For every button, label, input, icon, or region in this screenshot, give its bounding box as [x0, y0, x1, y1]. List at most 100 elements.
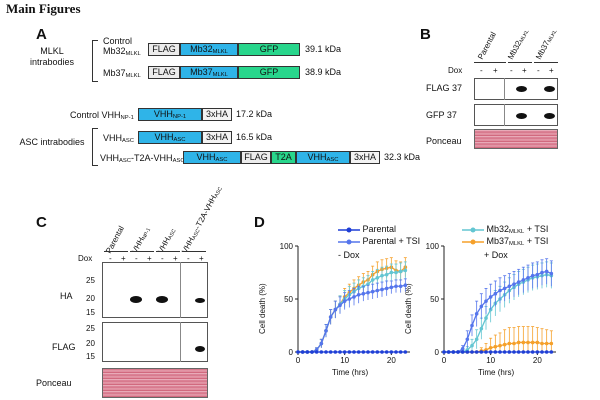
data-point-parental: [384, 350, 389, 354]
data-point-parental: [296, 350, 300, 354]
legend-item-parental-tsi: Parental + TSI: [338, 236, 420, 246]
data-point-mb32-mlkl-tsi: [403, 268, 408, 273]
data-point-parental-tsi: [460, 347, 465, 351]
data-point-parental-tsi: [516, 280, 521, 284]
data-point-parental: [502, 350, 507, 354]
data-point-mb37-mlkl-tsi: [512, 341, 516, 346]
data-point-parental: [300, 350, 305, 354]
y-tick-label: 100: [426, 242, 440, 251]
c-flag-marker: 20: [86, 339, 95, 348]
c-ha-band: [195, 298, 205, 303]
mlkl-bracket: [92, 40, 98, 82]
b-dox-sign: +: [493, 66, 498, 75]
data-point-parental: [470, 350, 474, 354]
legend-item-parental: Parental: [338, 224, 396, 234]
data-point-parental-tsi: [366, 290, 370, 295]
row2-flag-tag: FLAG: [148, 66, 180, 79]
legend-marker: [338, 239, 360, 245]
b-dox-sign: -: [480, 66, 483, 75]
row4-name: VHHASC: [103, 133, 135, 144]
b-lane-parental: Parental: [476, 30, 498, 61]
data-point-parental-tsi: [488, 295, 493, 299]
legend-marker: [338, 227, 360, 233]
data-point-mb37-mlkl-tsi: [535, 340, 540, 345]
data-point-mb37-mlkl-tsi: [493, 344, 498, 349]
panel-d-label: D: [254, 214, 265, 231]
c-dox-sign: -: [109, 254, 112, 263]
data-point-parental-tsi: [347, 297, 352, 301]
data-point-parental-tsi: [324, 329, 328, 333]
data-point-mb32-mlkl-tsi: [370, 278, 375, 282]
chart2-title: + Dox: [484, 250, 508, 260]
data-point-parental-tsi: [403, 283, 408, 288]
data-point-parental: [484, 350, 488, 354]
data-point-parental: [451, 350, 456, 354]
b-dox-sign: +: [522, 66, 527, 75]
data-point-parental-tsi: [479, 304, 484, 309]
data-point-parental: [516, 350, 521, 354]
data-point-parental: [540, 350, 544, 354]
panel-c-label: C: [36, 214, 47, 231]
data-point-mb32-mlkl-tsi: [470, 343, 474, 348]
c-flag-band: [195, 346, 205, 352]
asc-bracket: [92, 128, 98, 166]
x-tick-label: 20: [387, 356, 396, 365]
data-point-parental: [398, 350, 403, 354]
c-ha-label: HA: [60, 291, 73, 301]
c-ha-marker: 15: [86, 308, 95, 317]
b-ponceau-stain: [474, 129, 558, 149]
data-point-parental: [366, 350, 370, 354]
b-blot-divider: [504, 104, 505, 126]
c-blot-divider: [180, 322, 181, 362]
data-point-parental: [549, 350, 554, 354]
series-line-mb37-mlkl-tsi: [298, 266, 406, 353]
row3-ha-tag: 3xHA: [202, 108, 232, 121]
data-point-parental: [493, 350, 498, 354]
data-point-mb32-mlkl-tsi: [384, 272, 389, 277]
data-point-mb32-mlkl-tsi: [380, 273, 384, 278]
row3-size: 17.2 kDa: [236, 109, 273, 119]
data-point-mb37-mlkl-tsi: [530, 340, 535, 345]
x-tick-label: 0: [296, 356, 301, 365]
data-point-parental: [479, 350, 484, 354]
data-point-parental: [352, 350, 356, 354]
data-point-parental-tsi: [507, 284, 512, 289]
data-point-mb32-mlkl-tsi: [375, 276, 380, 280]
data-point-parental-tsi: [356, 292, 361, 297]
c-ha-blot: [102, 262, 208, 318]
data-point-parental-tsi: [526, 276, 530, 280]
row1-name: Mb32MLKL: [103, 46, 141, 57]
data-point-parental-tsi: [384, 286, 389, 291]
row4-ha-tag: 3xHA: [202, 131, 232, 144]
chart1-svg: 0 50 100 0 10 20: [280, 242, 410, 365]
c-dox-sign: +: [199, 254, 204, 263]
c-lane-vhh-t2a: VHHASC-T2A-VHHASC: [180, 186, 224, 255]
data-point-parental: [498, 350, 502, 354]
data-point-parental-tsi: [498, 288, 502, 293]
data-point-parental: [521, 350, 526, 354]
x-tick-label: 0: [442, 356, 447, 365]
b-lane-underline-1: [474, 62, 506, 63]
data-point-parental: [333, 350, 338, 354]
data-point-parental: [512, 350, 516, 354]
data-point-parental: [328, 350, 333, 354]
data-point-parental-tsi: [375, 288, 380, 293]
data-point-parental: [535, 350, 540, 354]
data-point-parental-tsi: [521, 278, 526, 282]
data-point-mb37-mlkl-tsi: [507, 341, 512, 346]
b-lane-underline-2: [508, 62, 532, 63]
y-tick-label: 0: [289, 348, 294, 357]
legend-item-mb37: Mb37MLKL + TSI: [462, 236, 548, 247]
y-tick-label: 50: [284, 295, 293, 304]
y-tick-label: 50: [430, 295, 439, 304]
data-point-parental: [375, 350, 380, 354]
b-gfp-row-label: GFP 37: [426, 110, 457, 120]
row1-flag-tag: FLAG: [148, 43, 180, 56]
data-point-parental: [342, 350, 347, 354]
c-dox-sign: +: [121, 254, 126, 263]
chart1-xlabel: Time (hrs): [332, 368, 369, 377]
data-point-mb32-mlkl-tsi: [474, 337, 479, 342]
row3-name: Control VHHNP-1: [70, 110, 134, 121]
data-point-parental-tsi: [540, 270, 544, 275]
data-point-parental-tsi: [512, 282, 516, 286]
